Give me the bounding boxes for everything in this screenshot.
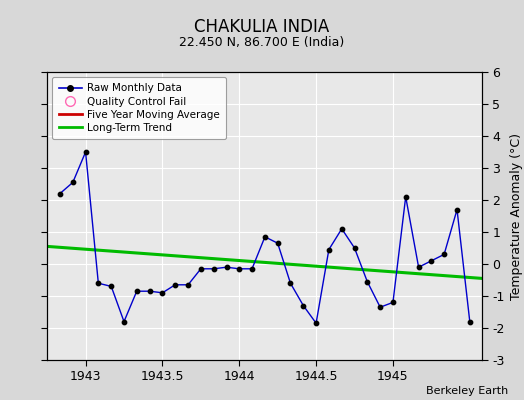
- Point: [351, 245, 359, 251]
- Point: [286, 280, 294, 286]
- Point: [133, 288, 141, 294]
- Y-axis label: Temperature Anomaly (°C): Temperature Anomaly (°C): [510, 132, 523, 300]
- Point: [56, 190, 64, 197]
- Point: [337, 226, 346, 232]
- Point: [274, 240, 282, 246]
- Text: Berkeley Earth: Berkeley Earth: [426, 386, 508, 396]
- Legend: Raw Monthly Data, Quality Control Fail, Five Year Moving Average, Long-Term Tren: Raw Monthly Data, Quality Control Fail, …: [52, 77, 226, 139]
- Point: [427, 258, 435, 264]
- Point: [210, 266, 218, 272]
- Point: [196, 266, 205, 272]
- Text: CHAKULIA INDIA: CHAKULIA INDIA: [194, 18, 330, 36]
- Text: 22.450 N, 86.700 E (India): 22.450 N, 86.700 E (India): [179, 36, 345, 49]
- Point: [453, 206, 461, 213]
- Point: [248, 266, 256, 272]
- Point: [466, 318, 474, 325]
- Point: [120, 318, 128, 325]
- Point: [184, 282, 192, 288]
- Point: [389, 299, 397, 306]
- Point: [325, 246, 333, 253]
- Point: [312, 320, 320, 326]
- Point: [261, 234, 269, 240]
- Point: [414, 264, 423, 270]
- Point: [376, 304, 385, 310]
- Point: [107, 283, 115, 290]
- Point: [440, 251, 449, 258]
- Point: [158, 290, 167, 296]
- Point: [299, 302, 308, 309]
- Point: [94, 280, 103, 286]
- Point: [69, 179, 77, 186]
- Point: [401, 194, 410, 200]
- Point: [146, 288, 154, 294]
- Point: [222, 264, 231, 270]
- Point: [235, 266, 244, 272]
- Point: [81, 149, 90, 155]
- Point: [171, 282, 179, 288]
- Point: [363, 278, 372, 285]
